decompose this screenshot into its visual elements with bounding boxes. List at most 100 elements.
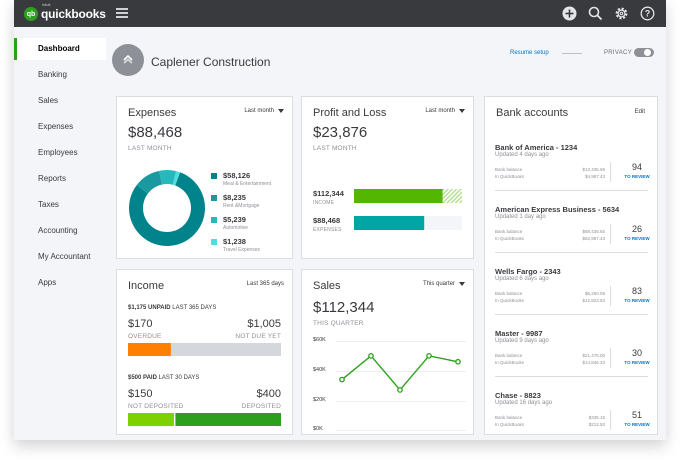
sales-point-1[interactable]: [339, 376, 345, 383]
expenses-card: Expenses Last month $88,468 LAST MONTH $…: [116, 96, 293, 259]
separator: [495, 376, 648, 377]
expense-category-2: $8,235 Rent &Mortgage: [211, 193, 259, 209]
grid-line: [336, 401, 466, 402]
to-review-link[interactable]: TO REVIEW: [624, 298, 650, 303]
paid-bar[interactable]: [128, 413, 281, 427]
category-amount: $8,235: [223, 193, 246, 202]
review-count[interactable]: 94: [631, 162, 642, 172]
sidebar-item-apps[interactable]: Apps: [38, 278, 57, 287]
y-tick-label: $60K: [313, 337, 326, 343]
donut-slice-2[interactable]: [136, 170, 163, 194]
category-name: Meal & Entertainment: [223, 181, 272, 187]
sales-point-4[interactable]: [426, 352, 432, 359]
sidebar-item-dashboard[interactable]: Dashboard: [14, 38, 106, 60]
income-bar[interactable]: [354, 189, 462, 205]
expenses-amount: $88,468: [128, 124, 183, 141]
not-deposited-label: NOT DEPOSITED: [128, 403, 184, 410]
quickbooks-app: qb intuit quickbooks ? Dashboard: [14, 0, 666, 440]
bank-account-name[interactable]: American Express Business - 5634: [495, 205, 620, 214]
pl-expenses-amount: $88,468: [313, 216, 341, 225]
bank-account-name[interactable]: Wells Fargo - 2343: [495, 267, 561, 276]
sidebar-item-employees[interactable]: Employees: [38, 148, 78, 157]
bank-account-updated: Updated 9 days ago: [495, 338, 549, 344]
divider: [610, 224, 611, 244]
top-bar: qb intuit quickbooks ?: [14, 0, 666, 27]
review-count[interactable]: 83: [631, 286, 642, 296]
donut-slice-1[interactable]: [129, 172, 205, 247]
bank-accounts-edit-link[interactable]: Edit: [634, 109, 645, 115]
sales-period-label: This quarter: [422, 281, 455, 287]
bank-account-updated: Updated 4 days ago: [495, 152, 549, 158]
plus-icon[interactable]: [561, 5, 578, 22]
pl-income-amount: $112,344: [313, 189, 344, 198]
search-icon[interactable]: [587, 5, 604, 22]
sidebar-item-my-accountant[interactable]: My Accountant: [38, 252, 91, 261]
sidebar-item-sales[interactable]: Sales: [38, 96, 59, 105]
income-title: Income: [128, 280, 165, 292]
sales-period-dropdown[interactable]: This quarter: [423, 281, 465, 287]
sidebar-item-expenses[interactable]: Expenses: [38, 122, 74, 131]
sales-point-2[interactable]: [368, 352, 374, 359]
bank-account-name[interactable]: Master - 9987: [495, 329, 543, 338]
donut-slice-3[interactable]: [159, 170, 177, 185]
to-review-link[interactable]: TO REVIEW: [624, 174, 650, 179]
expenses-period-dropdown[interactable]: Last month: [244, 108, 284, 114]
company-avatar[interactable]: [112, 44, 144, 76]
expenses-title: Expenses: [128, 107, 177, 119]
y-tick-label: $40K: [313, 367, 326, 373]
review-count[interactable]: 26: [631, 224, 642, 234]
divider: [610, 162, 611, 182]
divider: [610, 348, 611, 368]
sidebar-item-taxes[interactable]: Taxes: [38, 200, 59, 209]
pl-expenses-label: EXPENSES: [313, 227, 342, 233]
sales-amount: $112,344: [313, 299, 375, 316]
profit-loss-period-dropdown[interactable]: Last month: [425, 108, 465, 114]
net-income-label: LAST MONTH: [313, 145, 357, 152]
quickbooks-logo[interactable]: qb intuit quickbooks: [24, 2, 106, 23]
income-period-label: Last 365 days: [246, 281, 284, 287]
divider: [610, 410, 611, 430]
sales-series-line: [341, 354, 459, 392]
qb-balance-label: In QuickBooks: [495, 422, 525, 427]
separator: [495, 252, 648, 253]
bank-balance-label: Bank balance: [495, 415, 523, 420]
overdue-label: OVERDUE: [128, 333, 162, 340]
category-amount: $1,238: [223, 237, 246, 246]
paid-summary: $500 PAID LAST 30 DAYS: [128, 375, 200, 381]
qb-balance-label: In QuickBooks: [495, 360, 525, 365]
bank-balance-label: Bank balance: [495, 167, 523, 172]
sales-point-3[interactable]: [397, 387, 403, 393]
gear-icon[interactable]: [613, 5, 630, 22]
qb-balance-value: $212.53: [588, 422, 605, 427]
review-count[interactable]: 30: [631, 348, 642, 358]
brand-small-text: intuit: [42, 2, 51, 7]
sales-line-chart: [339, 352, 461, 393]
unpaid-bar[interactable]: [128, 343, 281, 357]
to-review-link[interactable]: TO REVIEW: [624, 236, 650, 241]
toggle-knob: [644, 49, 651, 56]
sidebar-item-banking[interactable]: Banking: [38, 70, 67, 79]
review-count[interactable]: 51: [631, 410, 642, 420]
expenses-bar[interactable]: [354, 216, 462, 232]
to-review-link[interactable]: TO REVIEW: [624, 360, 650, 365]
grid-line: [336, 341, 466, 342]
chevron-down-icon: [459, 109, 465, 113]
resume-setup-link[interactable]: Resume setup: [510, 50, 549, 56]
donut-slice-4[interactable]: [172, 171, 181, 186]
qb-balance-value: $14,846.33: [582, 360, 605, 365]
sidebar-item-accounting[interactable]: Accounting: [38, 226, 78, 235]
bank-account-name[interactable]: Bank of America - 1234: [495, 143, 578, 152]
sales-title: Sales: [313, 280, 341, 292]
expense-category-4: $1,238 Travel Expenses: [211, 237, 260, 253]
sales-point-5[interactable]: [455, 358, 461, 365]
bank-account-updated: Updated 1 day ago: [495, 214, 546, 220]
sidebar-item-reports[interactable]: Reports: [38, 174, 67, 183]
bank-account-name[interactable]: Chase - 8823: [495, 391, 541, 400]
bank-balance-value: $88,435.65: [582, 229, 605, 234]
bank-accounts-title: Bank accounts: [496, 107, 569, 119]
to-review-link[interactable]: TO REVIEW: [624, 422, 650, 427]
hamburger-menu-icon[interactable]: [116, 8, 128, 18]
pl-income-label: INCOME: [313, 200, 335, 206]
privacy-toggle[interactable]: [634, 48, 654, 57]
help-icon[interactable]: ?: [639, 5, 656, 22]
